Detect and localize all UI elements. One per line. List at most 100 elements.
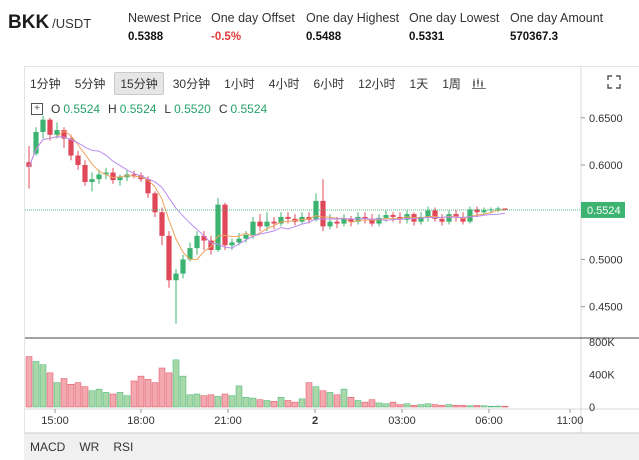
open-value: 0.5524 (63, 102, 101, 116)
volume-bar (354, 400, 362, 408)
chart-panel: 0.65000.60000.55000.50000.4500800K400K00… (24, 66, 639, 434)
time-tick-label: 2 (312, 415, 318, 427)
candle-body (327, 221, 333, 227)
interval-4h[interactable]: 4小时 (268, 76, 300, 91)
candle-body (502, 208, 508, 210)
candle-body (180, 259, 186, 274)
volume-bar (305, 382, 313, 408)
volume-bar (67, 384, 75, 408)
interval-5m[interactable]: 5分钟 (74, 76, 106, 91)
candle-body (250, 221, 256, 235)
volume-bar (438, 405, 446, 408)
volume-bar (200, 395, 208, 408)
candle-body (369, 218, 375, 224)
price-chart[interactable]: 0.65000.60000.55000.50000.4500800K400K00… (25, 67, 639, 434)
close-value: 0.5524 (230, 102, 268, 116)
price-tick-label: 0.6500 (589, 113, 623, 125)
interval-1d[interactable]: 1天 (409, 76, 429, 91)
volume-tick-label: 800K (589, 337, 615, 349)
volume-bar (235, 385, 243, 408)
interval-12h[interactable]: 12小时 (358, 76, 396, 91)
volume-bar (53, 382, 61, 408)
volume-bar (32, 361, 40, 408)
candle-body (145, 179, 151, 194)
volume-bar (242, 397, 250, 408)
candle-body (187, 248, 193, 260)
candle-settings-icon[interactable] (471, 77, 486, 89)
volume-bar (277, 397, 285, 408)
volume-bar (312, 386, 320, 408)
volume-bar (466, 405, 474, 408)
candle-body (341, 218, 347, 224)
interval-toolbar: 1分钟 5分钟 15分钟 30分钟 1小时 4小时 6小时 12小时 1天 1周 (25, 71, 486, 95)
candle-body (320, 200, 326, 227)
volume-bar (431, 404, 439, 408)
volume-bar (207, 394, 215, 408)
volume-tick-label: 0 (589, 402, 595, 414)
volume-bar (116, 392, 124, 408)
volume-bar (473, 405, 481, 408)
volume-bar (60, 378, 68, 408)
candle-body (173, 273, 179, 281)
volume-bar (501, 405, 509, 408)
candle-body (54, 130, 60, 135)
volume-bar (424, 403, 432, 408)
indicator-rsi[interactable]: RSI (113, 440, 134, 454)
volume-bar (137, 375, 145, 408)
volume-bar (333, 394, 341, 408)
candle-body (334, 221, 340, 224)
candle-body (390, 215, 396, 217)
candle-body (383, 215, 389, 218)
volume-bar (284, 400, 292, 408)
volume-bar (347, 397, 355, 408)
time-tick-label: 21:00 (214, 415, 242, 427)
candle-body (425, 210, 431, 217)
indicator-macd[interactable]: MACD (30, 440, 66, 454)
indicator-bar: MACD WR RSI (24, 433, 639, 460)
candle-body (110, 172, 116, 181)
volume-bar (74, 382, 82, 408)
fullscreen-icon[interactable] (607, 75, 621, 89)
interval-15m[interactable]: 15分钟 (114, 71, 164, 95)
candle-body (103, 172, 109, 175)
candle-body (481, 210, 487, 213)
candle-body (418, 216, 424, 222)
candle-body (439, 218, 445, 222)
stat-day-lowest: One day Lowest 0.5331 (409, 11, 500, 43)
volume-bar (151, 382, 159, 408)
volume-bar (256, 399, 264, 408)
volume-bar (123, 395, 131, 408)
candle-body (75, 155, 81, 165)
time-tick-label: 06:00 (475, 415, 503, 427)
time-tick-label: 18:00 (127, 415, 155, 427)
candle-body (117, 177, 123, 181)
candle-body (208, 240, 214, 250)
volume-tick-label: 400K (589, 370, 615, 382)
volume-bar (88, 390, 96, 408)
indicator-wr[interactable]: WR (79, 440, 100, 454)
volume-bar (179, 375, 187, 408)
volume-bar (109, 393, 117, 408)
interval-30m[interactable]: 30分钟 (172, 76, 211, 91)
volume-bar (214, 396, 222, 408)
interval-1m[interactable]: 1分钟 (30, 76, 61, 91)
left-margin (0, 58, 24, 459)
volume-bar (396, 404, 404, 408)
plus-box-icon[interactable]: + (31, 103, 43, 115)
candle-body (82, 165, 88, 182)
last-price-label: 0.5524 (587, 205, 621, 217)
interval-1h[interactable]: 1小时 (224, 76, 255, 91)
interval-6h[interactable]: 6小时 (313, 76, 345, 91)
candle-body (68, 138, 74, 156)
volume-bar (382, 403, 390, 408)
volume-bar (487, 405, 495, 408)
interval-1w[interactable]: 1周 (442, 76, 461, 91)
volume-bar (144, 379, 152, 408)
candle-body (474, 209, 480, 213)
candle-body (40, 119, 46, 132)
candle-body (257, 221, 263, 227)
volume-bar (361, 401, 369, 408)
candle-body (33, 131, 39, 154)
volume-bar (319, 390, 327, 408)
candle-body (229, 242, 235, 246)
